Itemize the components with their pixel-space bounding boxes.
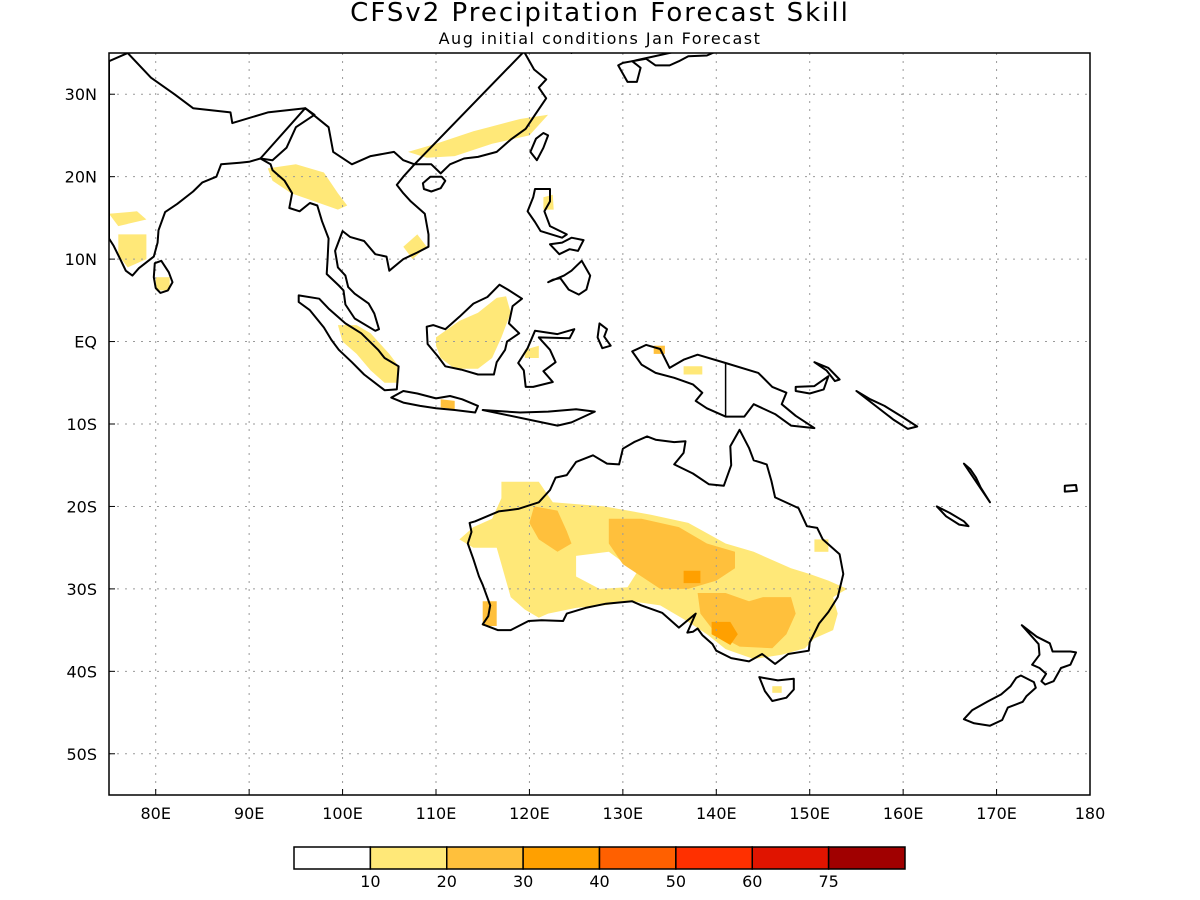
skill-region-12 [683,366,703,375]
lon-tick-label-0: 80E [140,804,170,823]
lat-tick-label-7: 40S [66,662,97,681]
coastline-10 [297,294,400,392]
coastline-6 [570,53,573,54]
coastline-26 [466,428,845,665]
coastline-2 [259,107,430,332]
coastline-7 [600,7,619,52]
lon-tick-label-1: 90E [234,804,264,823]
coastline-17 [549,236,585,256]
coastline-28 [1020,624,1077,686]
lon-tick-label-3: 110E [416,804,457,823]
lon-tick-label-7: 150E [789,804,830,823]
lat-tick-label-0: 30N [65,85,97,104]
skill-region-2 [155,277,170,291]
colorbar-swatch-7 [827,846,906,870]
coastline-25 [1063,484,1078,493]
colorbar-swatch-5 [675,846,753,870]
skill-region-14 [576,551,637,589]
coastline-layer [109,7,1078,727]
coastline-19 [631,343,816,430]
coastline-20 [794,375,830,395]
skill-shading-layer [109,114,848,693]
skill-region-8 [436,296,511,369]
colorbar-swatch-1 [369,846,448,870]
colorbar-swatch-2 [446,846,524,870]
colorbar-label-6: 75 [818,872,838,891]
colorbar-label-5: 60 [742,872,762,891]
skill-region-19 [683,570,701,584]
lat-tick-label-3: EQ [74,333,97,352]
gridlines [109,53,1090,795]
coastline-9 [631,53,716,67]
skill-region-7 [337,325,399,383]
lon-tick-label-9: 170E [976,804,1017,823]
skill-region-3 [267,164,348,210]
coastline-4 [421,175,447,193]
coastline-12 [481,408,596,427]
lat-tick-label-5: 20S [66,497,97,516]
coastline-5 [529,132,550,162]
coastline-29 [962,674,1037,727]
map-subtitle: Aug initial conditions Jan Forecast [438,29,762,48]
lon-tick-label-10: 180 [1075,804,1106,823]
skill-region-18 [711,621,738,645]
skill-region-4 [408,114,549,158]
coastline-16 [547,259,592,296]
coastline-11 [390,390,479,414]
skill-region-5 [403,234,427,260]
skill-region-0 [109,211,147,227]
colorbar-label-4: 50 [666,872,686,891]
lat-tick-label-4: 10S [66,415,97,434]
colorbar-label-1: 20 [437,872,457,891]
coastline-21 [813,361,841,383]
lat-tick-label-8: 50S [66,745,97,764]
lon-tick-label-6: 140E [696,804,737,823]
coastline-18 [596,322,612,350]
colorbar-label-3: 40 [589,872,609,891]
lat-tick-label-2: 10N [65,250,97,269]
lon-tick-label-4: 120E [509,804,550,823]
lat-tick-label-1: 20N [65,168,97,187]
coastline-27 [758,676,795,702]
colorbar-swatch-3 [522,846,601,870]
lon-tick-label-5: 130E [603,804,644,823]
coastline-8 [617,60,642,83]
coastline-3 [413,53,548,175]
longitude-axis: 80E 90E 100E 110E 120E 130E 140E 150E 160E 170E 18… [140,789,1105,823]
skill-region-9 [440,399,455,410]
skill-region-16 [608,518,735,589]
colorbar-swatch-4 [598,846,677,870]
coastline-22 [855,390,919,430]
colorbar: 10 20 30 40 50 60 75 [293,846,906,891]
coastline-23 [962,462,991,504]
coastline-13 [425,283,523,376]
skill-region-15 [529,506,572,552]
coastline-0 [109,53,316,277]
lat-tick-label-6: 30S [66,580,97,599]
skill-region-22 [772,686,782,693]
colorbar-label-0: 10 [360,872,380,891]
lon-tick-label-8: 160E [883,804,924,823]
map-title: CFSv2 Precipitation Forecast Skill [350,0,850,28]
latitude-axis: 30N 20N 10N EQ 10S 20S 30S 40S 50S [65,85,115,764]
coastline-15 [526,188,568,239]
colorbar-swatch-0 [293,846,372,870]
coastline-14 [517,328,576,388]
colorbar-swatch-6 [751,846,830,870]
colorbar-label-2: 30 [513,872,533,891]
coastline-24 [935,505,970,528]
lon-tick-label-2: 100E [322,804,363,823]
coastline-1 [152,259,174,294]
